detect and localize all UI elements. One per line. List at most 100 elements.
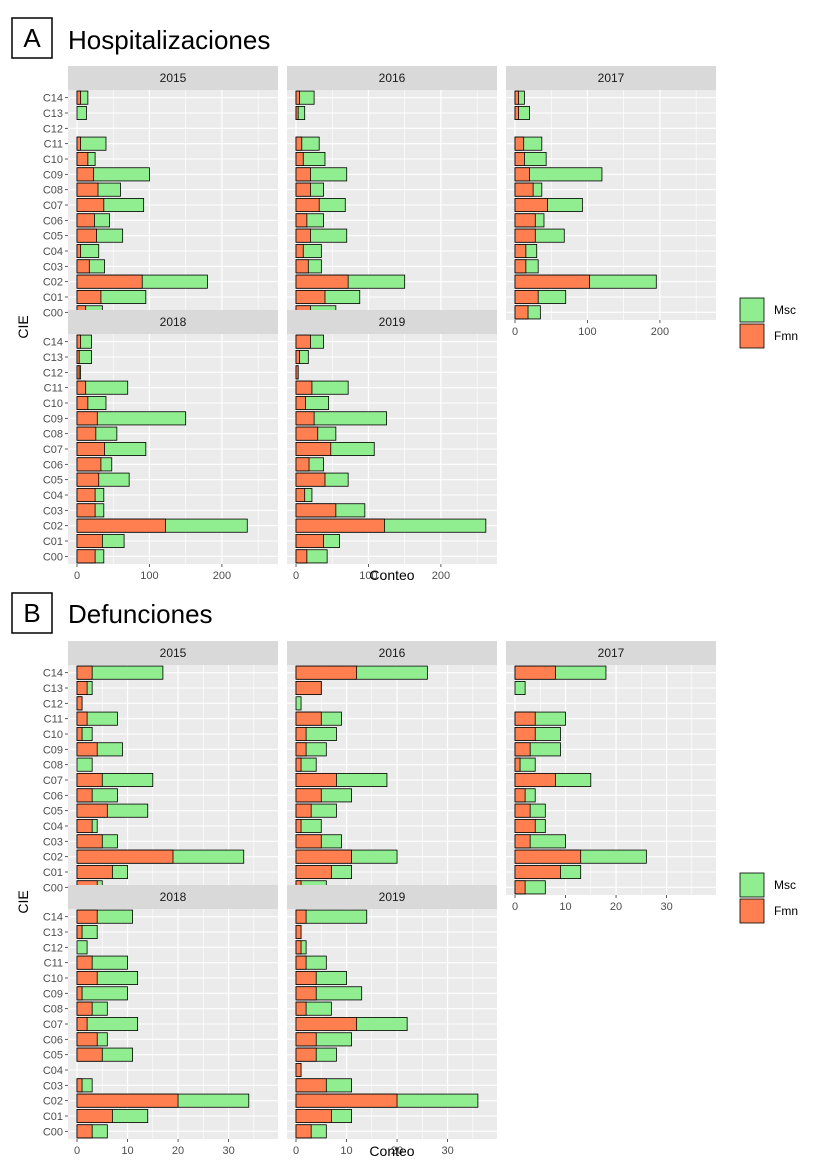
facet-strip-label: 2015 xyxy=(160,71,187,85)
facet-2015: 2015 C00 C01 C02 C03 C04 C05 C06 C07 C08 C09 C10 C11… xyxy=(43,66,278,320)
y-tick-label: C07 xyxy=(43,444,63,456)
y-tick-label: C02 xyxy=(43,521,63,533)
bar-fmn-C01 xyxy=(295,865,332,879)
bar-fmn-C03 xyxy=(514,834,531,849)
facet-2018: 2018 C00 C01 C02 C03 C04 C05 C06 C07 C08 C09 C10 C11… xyxy=(43,310,278,582)
bar-fmn-C10 xyxy=(76,396,89,410)
bar-fmn-C01 xyxy=(295,290,326,304)
y-tick-label: C03 xyxy=(43,505,63,517)
bar-fmn-C13 xyxy=(76,925,83,939)
y-tick-label: C10 xyxy=(43,154,63,166)
bar-fmn-C08 xyxy=(295,1001,307,1016)
legend-swatch-fmn xyxy=(739,323,765,349)
bar-fmn-C05 xyxy=(76,472,100,487)
x-tick-label: 0 xyxy=(293,570,299,582)
bar-fmn-C09 xyxy=(295,986,317,1001)
y-tick-label: C07 xyxy=(43,200,63,212)
bar-fmn-C09 xyxy=(76,167,95,182)
bar-fmn-C09 xyxy=(295,167,311,182)
y-tick-label: C11 xyxy=(44,714,63,726)
bar-fmn-C10 xyxy=(514,727,536,741)
y-tick-label: C01 xyxy=(43,292,63,304)
x-tick-label: 30 xyxy=(660,901,672,913)
y-tick-label: C13 xyxy=(43,683,63,695)
bar-fmn-C10 xyxy=(514,152,525,166)
y-tick-label: C06 xyxy=(43,1034,63,1046)
bar-msc-C09 xyxy=(76,986,128,1001)
x-axis-title: Conteo xyxy=(369,1143,414,1159)
bar-fmn-C08 xyxy=(295,757,302,772)
bar-fmn-C14 xyxy=(295,909,307,924)
facet-strip xyxy=(68,66,278,90)
y-tick-label: C12 xyxy=(43,698,63,710)
bar-msc-C08 xyxy=(76,757,93,772)
facet-strip-label: 2019 xyxy=(379,315,406,329)
bar-fmn-C13 xyxy=(295,106,299,120)
bar-fmn-C02 xyxy=(295,274,349,289)
bar-msc-C13 xyxy=(76,106,87,120)
bar-fmn-C07 xyxy=(76,442,105,456)
y-tick-label: C03 xyxy=(43,1080,63,1092)
bar-fmn-C04 xyxy=(76,819,93,833)
bar-fmn-C11 xyxy=(295,380,313,395)
chart-A: A Hospitalizaciones 2015 C00 C01 C02 C03 C04 C05… xyxy=(11,17,798,583)
y-tick-label: C08 xyxy=(43,760,63,772)
x-tick-label: 10 xyxy=(340,1145,352,1157)
y-tick-label: C13 xyxy=(43,927,63,939)
bar-fmn-C07 xyxy=(514,198,549,212)
x-tick-label: 20 xyxy=(391,1145,403,1157)
bar-fmn-C09 xyxy=(76,411,98,426)
x-tick-label: 0 xyxy=(74,1145,80,1157)
facet-2017: 2017 0 10 20 30 xyxy=(506,641,716,913)
facet-strip-label: 2019 xyxy=(379,890,406,904)
facet-2017: 2017 0 100 200 xyxy=(506,66,716,338)
x-tick-label: 200 xyxy=(213,570,231,582)
bar-fmn-C04 xyxy=(295,1063,302,1077)
y-tick-label: C01 xyxy=(43,867,63,879)
bar-fmn-C05 xyxy=(295,472,326,487)
bar-fmn-C07 xyxy=(514,773,556,787)
bar-fmn-C14 xyxy=(76,334,82,349)
x-tick-label: 0 xyxy=(293,1145,299,1157)
bar-fmn-C01 xyxy=(76,534,103,548)
bar-fmn-C10 xyxy=(295,727,307,741)
bar-fmn-C10 xyxy=(295,971,317,985)
bar-fmn-C07 xyxy=(76,198,105,212)
legend-label-msc: Msc xyxy=(774,303,796,317)
x-tick-label: 100 xyxy=(140,570,158,582)
y-tick-label: C04 xyxy=(43,246,63,258)
bar-msc-C14 xyxy=(295,909,368,924)
y-tick-label: C07 xyxy=(43,1019,63,1031)
bar-fmn-C07 xyxy=(295,773,337,787)
facet-strip xyxy=(506,641,716,665)
legend-swatch-msc xyxy=(739,297,765,323)
bar-fmn-C11 xyxy=(295,136,303,151)
y-tick-label: C12 xyxy=(43,123,63,135)
bar-fmn-C14 xyxy=(295,334,311,349)
bar-fmn-C12 xyxy=(295,940,302,955)
y-tick-label: C12 xyxy=(43,367,63,379)
x-tick-label: 20 xyxy=(172,1145,184,1157)
bar-fmn-C03 xyxy=(76,259,90,274)
bar-fmn-C00 xyxy=(76,1124,93,1139)
y-tick-label: C05 xyxy=(43,475,63,487)
y-tick-label: C03 xyxy=(43,261,63,273)
y-tick-label: C10 xyxy=(43,729,63,741)
facet-strip-label: 2017 xyxy=(598,646,625,660)
bar-fmn-C14 xyxy=(76,909,98,924)
bar-fmn-C07 xyxy=(295,198,320,212)
bar-fmn-C02 xyxy=(295,1093,398,1108)
facet-strip-label: 2017 xyxy=(598,71,625,85)
bar-fmn-C09 xyxy=(295,411,315,426)
y-tick-label: C14 xyxy=(43,668,63,680)
bar-fmn-C04 xyxy=(295,244,304,258)
bar-fmn-C02 xyxy=(76,1093,179,1108)
bar-fmn-C10 xyxy=(76,971,98,985)
bar-fmn-C01 xyxy=(295,534,324,548)
bar-fmn-C13 xyxy=(76,681,88,695)
bar-fmn-C02 xyxy=(76,849,174,864)
x-tick-label: 0 xyxy=(512,901,518,913)
y-tick-label: C04 xyxy=(43,821,63,833)
facet-2019: 2019 0 10 20 30 xyxy=(287,885,497,1157)
